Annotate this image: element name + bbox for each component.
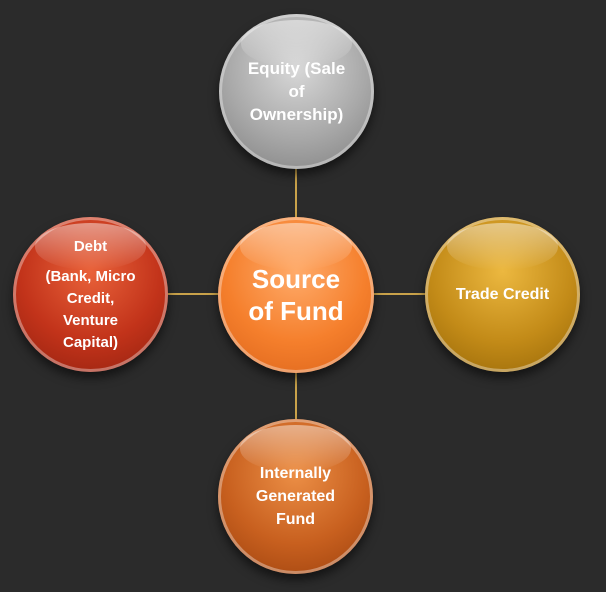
equity-label-line-1: Equity (Sale	[247, 59, 346, 78]
debt-detail-line-2: Credit,	[66, 289, 115, 307]
equity-node: Equity (Sale of Ownership)	[219, 14, 374, 169]
debt-title: Debt	[73, 237, 108, 255]
debt-detail-line-1: (Bank, Micro	[45, 267, 136, 285]
internal-label-line-2: Generated	[255, 488, 336, 505]
connector-right	[373, 293, 426, 295]
trade-credit-label: Trade Credit	[455, 285, 550, 303]
debt-detail-line-4: Capital)	[62, 333, 118, 351]
center-label-line-1: Source	[251, 264, 341, 294]
center-label-line-2: of Fund	[248, 296, 344, 326]
connector-bottom	[295, 372, 297, 420]
equity-label-line-3: Ownership)	[249, 105, 344, 124]
internal-label-line-1: Internally	[259, 465, 332, 482]
internally-generated-fund-node: Internally Generated Fund	[218, 419, 373, 574]
connector-left	[167, 293, 219, 295]
debt-node: Debt (Bank, Micro Credit, Venture Capita…	[13, 217, 168, 372]
equity-label-line-2: of	[288, 82, 305, 101]
internal-label-line-3: Fund	[275, 511, 316, 528]
connector-top	[295, 168, 297, 218]
source-of-fund-node: Source of Fund	[218, 217, 374, 373]
trade-credit-node: Trade Credit	[425, 217, 580, 372]
debt-detail-line-3: Venture	[62, 311, 119, 329]
